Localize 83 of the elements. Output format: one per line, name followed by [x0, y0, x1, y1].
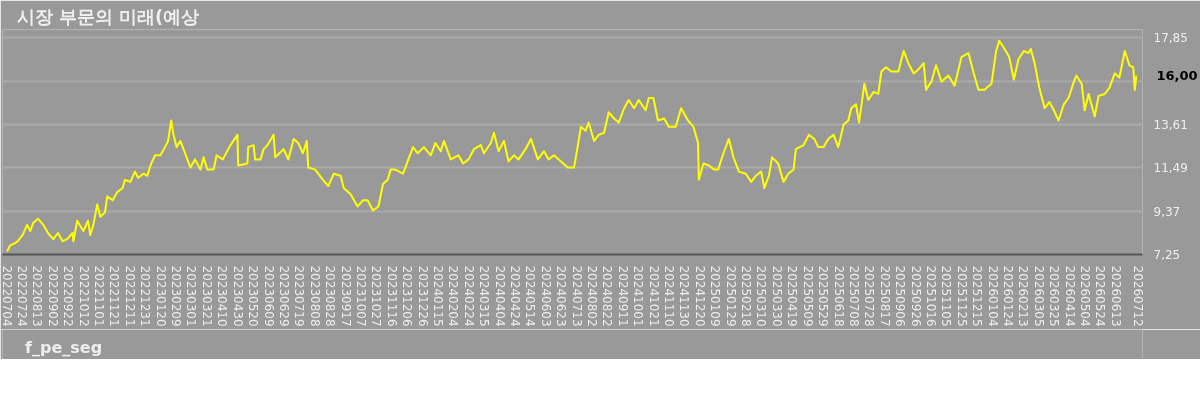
x-tick-label: 20260124	[1000, 265, 1015, 327]
x-tick-label: 20250529	[816, 265, 831, 327]
x-tick-label: 20231027	[369, 265, 384, 327]
x-tick-label: 20250926	[908, 265, 923, 327]
x-tick-label: 20231206	[400, 265, 415, 327]
x-tick-label: 20220813	[30, 265, 45, 327]
x-tick-label: 20230209	[169, 265, 184, 327]
x-tick-label: 20231226	[415, 265, 430, 327]
x-tick-label: 20230301	[184, 265, 199, 327]
x-tick-label: 20240911	[615, 265, 630, 327]
x-tick-label: 20250218	[739, 265, 754, 327]
x-tick-label: 20240822	[600, 265, 615, 327]
x-tick-label: 20221121	[107, 265, 122, 327]
x-tick-label: 20241001	[631, 265, 646, 327]
x-tick-label: 20250509	[800, 265, 815, 327]
x-tick-label: 20251215	[970, 265, 985, 327]
x-tick-label: 20251016	[923, 265, 938, 327]
y-tick-label: 13,61	[1153, 117, 1188, 132]
x-tick-label: 20230719	[292, 265, 307, 327]
x-tick-label: 20250419	[785, 265, 800, 327]
text: f_pe_seg	[25, 338, 103, 357]
x-tick-label: 20240802	[585, 265, 600, 327]
x-tick-label: 20240224	[461, 265, 476, 327]
x-tick-label: 20221012	[76, 265, 91, 327]
x-tick-label: 20260613	[1108, 265, 1123, 327]
x-tick-label: 20250708	[846, 265, 861, 327]
line-series	[6, 39, 1138, 253]
x-tick-label: 20250109	[708, 265, 723, 327]
x-tick-label: 20230609	[261, 265, 276, 327]
x-tick-label: 20230120	[153, 265, 168, 327]
x-tick-label: 20260712	[1131, 265, 1146, 327]
x-tick-label: 20221231	[138, 265, 153, 327]
x-tick-label: 20220724	[15, 265, 30, 327]
x-tick-label: 20231116	[384, 265, 399, 327]
x-tick-label: 20220922	[61, 265, 76, 327]
x-tick-label: 20250618	[831, 265, 846, 327]
x-tick-label: 20260213	[1016, 265, 1031, 327]
x-tick-label: 20230808	[307, 265, 322, 327]
x-tick-label: 20230828	[323, 265, 338, 327]
x-tick-label: 20230629	[276, 265, 291, 327]
x-tick-label: 20241021	[646, 265, 661, 327]
x-tick-label: 20221211	[122, 265, 137, 327]
x-tick-label: 20251105	[939, 265, 954, 327]
y-tick-label: 11,49	[1153, 161, 1188, 176]
y-tick-label: 9,37	[1153, 204, 1181, 219]
x-tick-label: 20230917	[338, 265, 353, 327]
x-tick-label: 20220704	[0, 265, 14, 327]
x-tick-label: 20260325	[1047, 265, 1062, 327]
x-tick-label: 20260305	[1031, 265, 1046, 327]
x-tick-label: 20260414	[1062, 265, 1077, 327]
x-tick-label: 20260504	[1078, 265, 1092, 327]
x-tick-label: 20240115	[430, 265, 445, 327]
x-tick-label: 20230321	[199, 265, 214, 327]
text: 16,00	[1156, 68, 1198, 84]
x-tick-label: 20250330	[769, 265, 784, 327]
y-tick-label: 7,25	[1153, 248, 1181, 262]
x-tick-label: 20250728	[862, 265, 877, 327]
x-tick-label: 20241220	[692, 265, 707, 327]
x-tick-label: 20240603	[538, 265, 553, 327]
x-tick-label: 20250906	[893, 265, 908, 327]
x-tick-label: 20240623	[554, 265, 569, 327]
x-tick-label: 20230430	[230, 265, 245, 327]
x-tick-label: 20230410	[215, 265, 230, 327]
x-tick-label: 20240404	[492, 265, 507, 327]
x-tick-label: 20240514	[523, 265, 538, 327]
x-tick-label: 20221101	[92, 265, 107, 327]
x-tick-label: 20260104	[985, 265, 1000, 327]
y-tick-label: 17,85	[1153, 31, 1188, 46]
x-tick-label: 20250310	[754, 265, 769, 327]
x-tick-label: 20220902	[45, 265, 60, 327]
x-tick-label: 20230520	[246, 265, 261, 327]
x-tick-label: 20240315	[477, 265, 492, 327]
x-tick-label: 20250129	[723, 265, 738, 327]
x-tick-label: 20241130	[677, 265, 692, 327]
x-tick-label: 20241110	[662, 265, 677, 327]
x-tick-label: 20240424	[508, 265, 522, 327]
x-tick-label: 20240204	[446, 265, 461, 327]
chart-title: 시장 부문의 미래(예상	[16, 5, 200, 27]
x-tick-label: 20231007	[353, 265, 368, 327]
x-tick-label: 20240713	[569, 265, 584, 327]
x-tick-label: 20251125	[954, 265, 969, 327]
x-tick-label: 20250817	[877, 265, 892, 327]
x-tick-label: 20260524	[1093, 265, 1108, 327]
